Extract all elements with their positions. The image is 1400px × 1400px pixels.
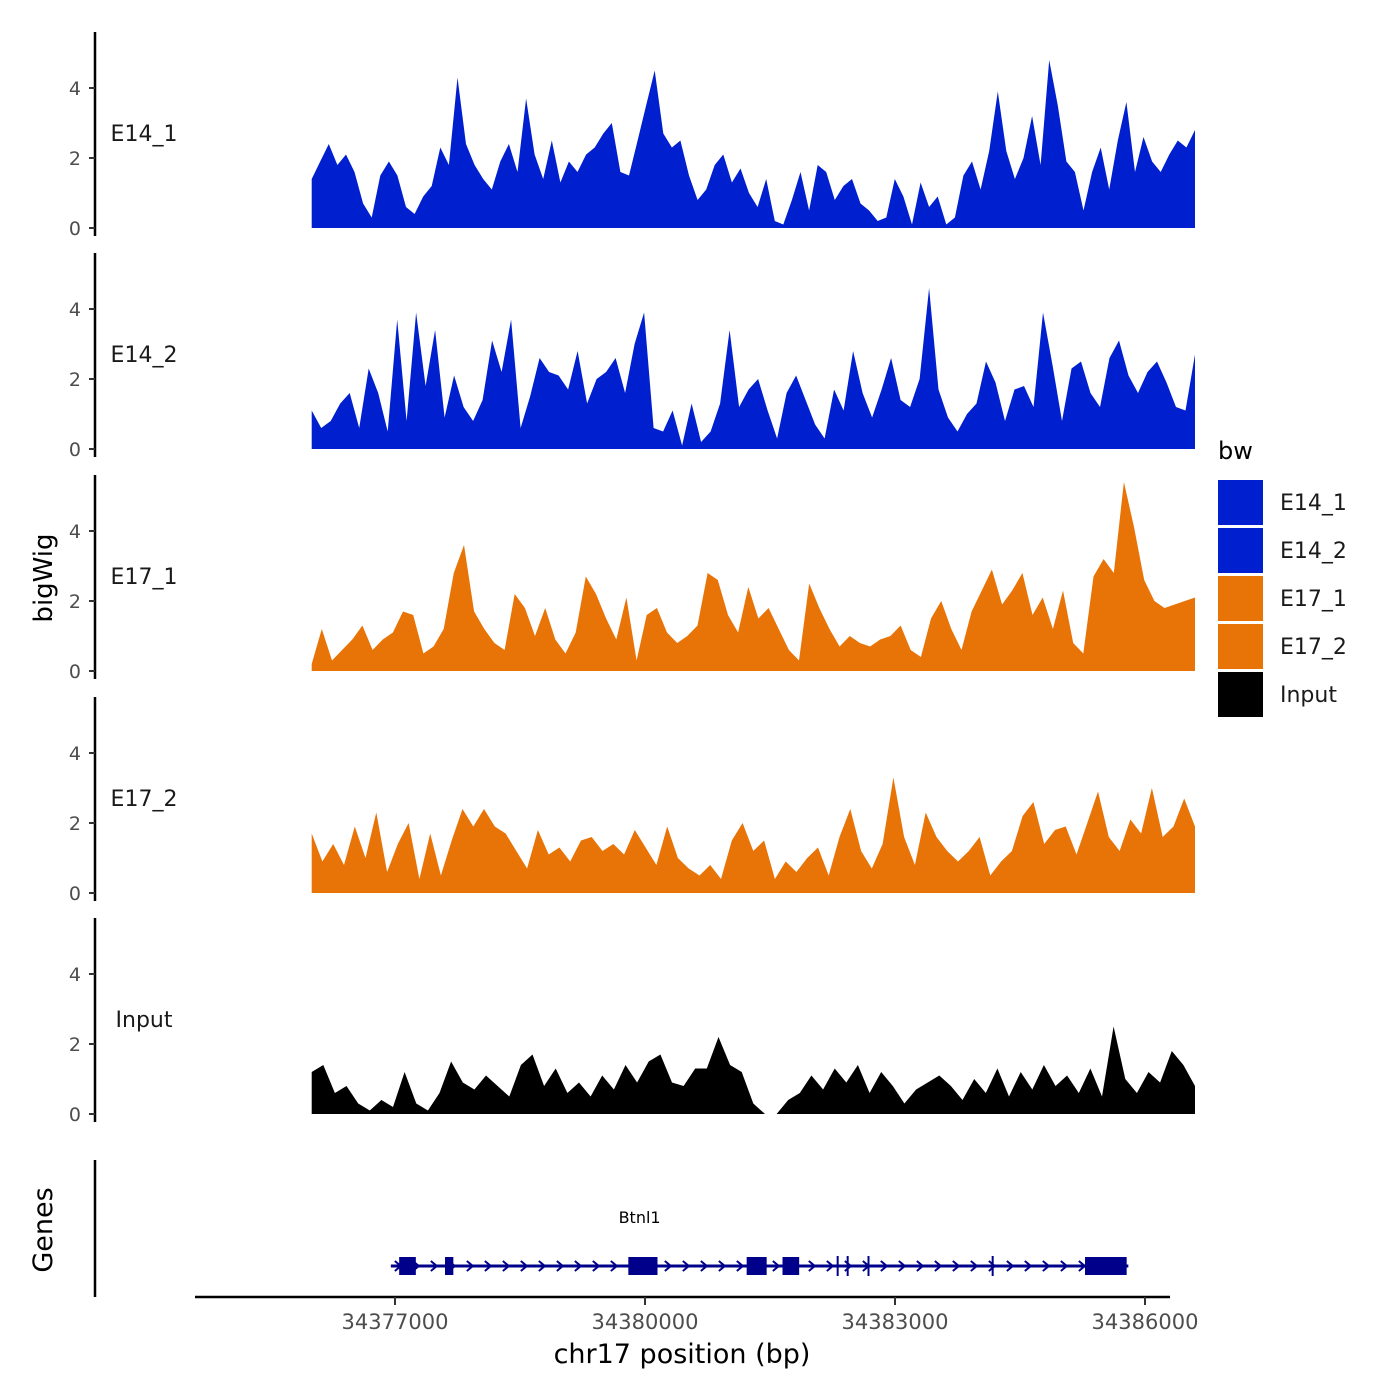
y-tick-label: 0 xyxy=(69,883,81,905)
x-axis: 34377000 34380000 34383000 34386000 xyxy=(195,1295,1199,1334)
y-tick-label: 2 xyxy=(69,813,81,835)
strand-arrow xyxy=(826,1260,835,1272)
legend-label: E14_1 xyxy=(1280,491,1347,516)
y-tick-label: 2 xyxy=(69,1034,81,1056)
legend-swatch xyxy=(1218,480,1263,525)
legend-swatch xyxy=(1218,576,1263,621)
y-tick-label: 2 xyxy=(69,148,81,170)
x-tick-label: 34377000 xyxy=(342,1310,449,1334)
strand-arrow xyxy=(898,1260,907,1272)
strand-arrow xyxy=(592,1260,601,1272)
legend-swatch xyxy=(1218,624,1263,669)
y-tick-label: 4 xyxy=(69,964,81,986)
x-tick-label: 34380000 xyxy=(592,1310,699,1334)
strand-arrow xyxy=(664,1260,673,1272)
panel-label: E17_1 xyxy=(111,565,178,590)
y-tick-label: 2 xyxy=(69,369,81,391)
exon xyxy=(782,1257,800,1275)
y-tick-label: 0 xyxy=(69,439,81,461)
strand-arrow xyxy=(700,1260,709,1272)
panel-label: E17_2 xyxy=(111,787,178,812)
exon xyxy=(846,1256,849,1276)
strand-arrow xyxy=(430,1260,439,1272)
panel-label: E14_2 xyxy=(111,343,178,368)
y-tick-label: 4 xyxy=(69,521,81,543)
exon xyxy=(628,1257,658,1275)
signal-area-e14-2 xyxy=(311,288,1195,449)
x-tick-label: 34383000 xyxy=(842,1310,949,1334)
strand-arrow xyxy=(808,1260,817,1272)
legend-label: E17_2 xyxy=(1280,635,1347,660)
strand-arrow xyxy=(952,1260,961,1272)
x-tick-label: 34386000 xyxy=(1092,1310,1199,1334)
y-tick-label: 0 xyxy=(69,1104,81,1126)
strand-arrow xyxy=(610,1260,619,1272)
strand-arrow xyxy=(970,1260,979,1272)
exon xyxy=(1085,1257,1127,1275)
gene-track: Btnl1 xyxy=(93,1160,1129,1297)
strand-arrow xyxy=(520,1260,529,1272)
signal-area-e17-1 xyxy=(311,482,1195,671)
exon xyxy=(867,1256,870,1276)
strand-arrow xyxy=(574,1260,583,1272)
legend-swatch xyxy=(1218,672,1263,717)
y-tick-label: 2 xyxy=(69,591,81,613)
signal-area-e17-2 xyxy=(311,777,1195,893)
legend-label: Input xyxy=(1280,683,1337,708)
exon xyxy=(399,1257,416,1275)
panel-input: 0 2 4 Input xyxy=(69,918,1195,1126)
legend-swatch xyxy=(1218,528,1263,573)
strand-arrow xyxy=(736,1260,745,1272)
strand-arrow xyxy=(988,1260,997,1272)
panel-e14-1: 0 2 4 E14_1 xyxy=(69,32,1195,240)
strand-arrow xyxy=(880,1260,889,1272)
strand-arrow xyxy=(1024,1260,1033,1272)
strand-arrow xyxy=(466,1260,475,1272)
y-tick-label: 4 xyxy=(69,299,81,321)
signal-area-input xyxy=(311,1026,1195,1114)
gene-label: Btnl1 xyxy=(619,1208,661,1227)
strand-arrow xyxy=(502,1260,511,1272)
strand-arrow xyxy=(556,1260,565,1272)
panel-label: E14_1 xyxy=(111,122,178,147)
y-tick-label: 4 xyxy=(69,78,81,100)
strand-arrow xyxy=(1078,1260,1087,1272)
legend-label: E14_2 xyxy=(1280,539,1347,564)
strand-arrow xyxy=(1060,1260,1069,1272)
panel-e14-2: 0 2 4 E14_2 xyxy=(69,253,1195,461)
panel-e17-1: 0 2 4 E17_1 xyxy=(69,475,1195,683)
signal-area-e14-1 xyxy=(311,60,1195,228)
y-tick-label: 4 xyxy=(69,743,81,765)
strand-arrow xyxy=(1042,1260,1051,1272)
x-axis-label: chr17 position (bp) xyxy=(554,1339,811,1370)
y-axis-label: bigWig xyxy=(29,533,59,622)
exon xyxy=(836,1256,839,1276)
panel-label: Input xyxy=(116,1008,173,1033)
strand-arrow xyxy=(538,1260,547,1272)
y-tick-label: 0 xyxy=(69,218,81,240)
strand-arrow xyxy=(916,1260,925,1272)
legend: bw E14_1 E14_2 E17_1 E17_2 Input xyxy=(1218,437,1347,717)
exon xyxy=(746,1257,767,1275)
strand-arrow xyxy=(718,1260,727,1272)
signal-panels: 0 2 4 E14_1 0 2 4 E14_2 0 2 4 E17_1 0 2 4 E17_2 0 2 4 Input xyxy=(69,32,1195,1126)
strand-arrow xyxy=(1006,1260,1015,1272)
strand-arrow xyxy=(934,1260,943,1272)
y-tick-label: 0 xyxy=(69,661,81,683)
strand-arrow xyxy=(772,1260,781,1272)
strand-arrow xyxy=(682,1260,691,1272)
gene-track-label: Genes xyxy=(28,1187,59,1272)
exon xyxy=(991,1256,994,1276)
strand-arrow xyxy=(484,1260,493,1272)
panel-e17-2: 0 2 4 E17_2 xyxy=(69,697,1195,905)
legend-label: E17_1 xyxy=(1280,587,1347,612)
exon xyxy=(445,1257,454,1275)
legend-title: bw xyxy=(1218,437,1253,465)
